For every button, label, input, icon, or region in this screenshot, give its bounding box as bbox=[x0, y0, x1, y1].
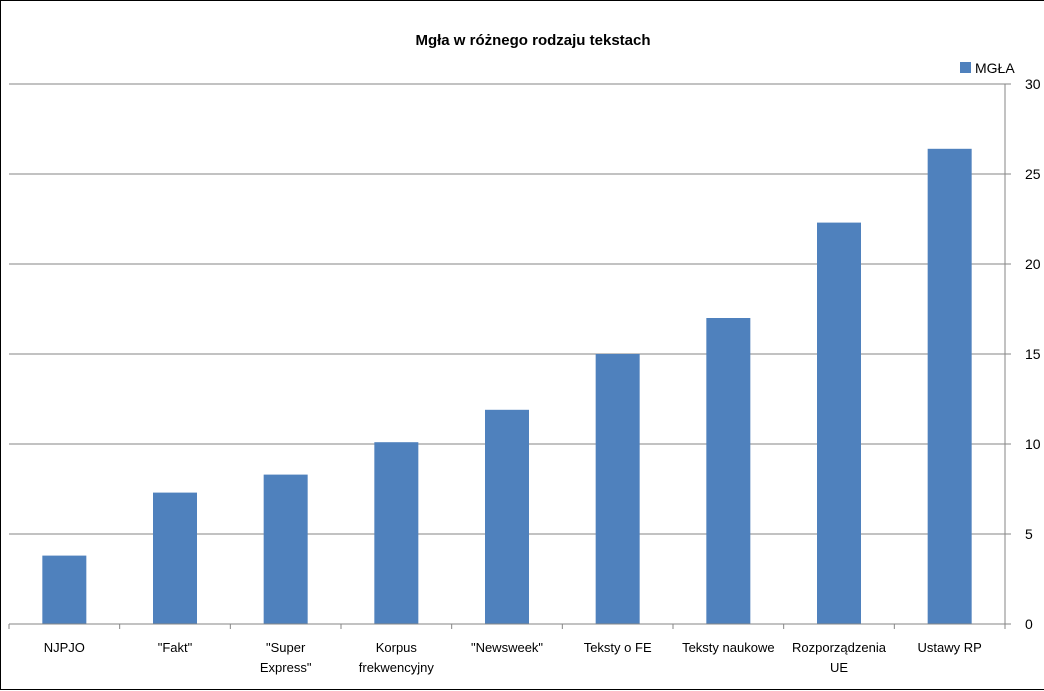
x-category-label: "Fakt" bbox=[158, 640, 193, 655]
x-category-label: "Newsweek" bbox=[471, 640, 543, 655]
x-category-label: Ustawy RP bbox=[918, 640, 982, 655]
x-category-label: Teksty o FE bbox=[584, 640, 652, 655]
x-category-label: NJPJO bbox=[44, 640, 85, 655]
legend: MGŁA bbox=[960, 60, 1015, 76]
axes bbox=[8, 83, 1011, 629]
y-tick-label: 10 bbox=[1025, 436, 1041, 452]
x-category-label: Teksty naukowe bbox=[682, 640, 775, 655]
chart-title: Mgła w różnego rodzaju tekstach bbox=[415, 32, 650, 49]
bar bbox=[42, 555, 87, 624]
bar bbox=[374, 442, 419, 624]
bar bbox=[595, 354, 640, 624]
legend-swatch bbox=[960, 62, 971, 73]
bar bbox=[263, 474, 308, 624]
y-tick-label: 20 bbox=[1025, 256, 1041, 272]
y-tick-label: 0 bbox=[1025, 616, 1033, 632]
x-category-label: Rozporządzenia UE bbox=[792, 640, 887, 675]
x-category-label: Korpus frekwencyjny bbox=[359, 640, 435, 675]
y-axis-tick-labels: 0 5 10 15 20 25 30 bbox=[1025, 76, 1041, 632]
bar bbox=[817, 222, 861, 624]
legend-label: MGŁA bbox=[975, 60, 1015, 76]
y-tick-label: 25 bbox=[1025, 166, 1041, 182]
x-category-label: "Super Express" bbox=[260, 640, 312, 675]
bar bbox=[927, 148, 972, 625]
y-tick-label: 30 bbox=[1025, 76, 1041, 92]
bars bbox=[42, 148, 972, 625]
bar bbox=[153, 492, 197, 624]
bar bbox=[485, 409, 529, 624]
y-tick-label: 5 bbox=[1025, 526, 1033, 542]
y-tick-label: 15 bbox=[1025, 346, 1041, 362]
bar bbox=[706, 318, 751, 624]
x-axis-category-labels: NJPJO "Fakt" "Super Express" Korpus frekwency… bbox=[44, 640, 982, 675]
